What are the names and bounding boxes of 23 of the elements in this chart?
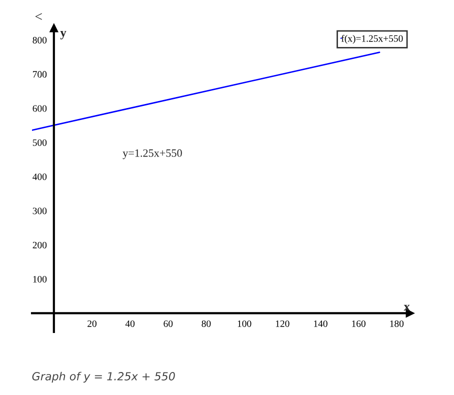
y-tick-label: 400 xyxy=(32,174,47,180)
text: < xyxy=(35,13,42,20)
y-tick-label: 500 xyxy=(32,139,47,146)
annotation: y=1.25x+550 xyxy=(122,149,182,160)
y-tick-label: 200 xyxy=(32,242,47,248)
text: Graph of y = 1.25x + 550 xyxy=(32,372,175,383)
y-tick-label: 300 xyxy=(32,208,47,214)
x-tick-label: 80 xyxy=(202,320,211,327)
x-tick-label: 120 xyxy=(276,320,290,327)
x-tick-label: 20 xyxy=(88,320,96,327)
x-tick-label: 160 xyxy=(352,320,366,327)
y-tick-label: 600 xyxy=(32,105,47,112)
y-tick-label: 100 xyxy=(33,276,47,283)
y-axis-title: y xyxy=(60,30,66,40)
x-tick-label: 40 xyxy=(125,320,135,327)
x-tick-label: 140 xyxy=(314,320,328,327)
x-tick-label: 60 xyxy=(164,320,173,327)
x-tick-label: 180 xyxy=(390,320,404,327)
y-tick-label: 700 xyxy=(33,71,47,78)
x-axis-title: x xyxy=(404,304,410,311)
y-tick-label: 800 xyxy=(32,36,47,44)
legend-label: f(x)=1.25x+550 xyxy=(341,34,403,44)
x-tick-label: 100 xyxy=(238,320,252,327)
